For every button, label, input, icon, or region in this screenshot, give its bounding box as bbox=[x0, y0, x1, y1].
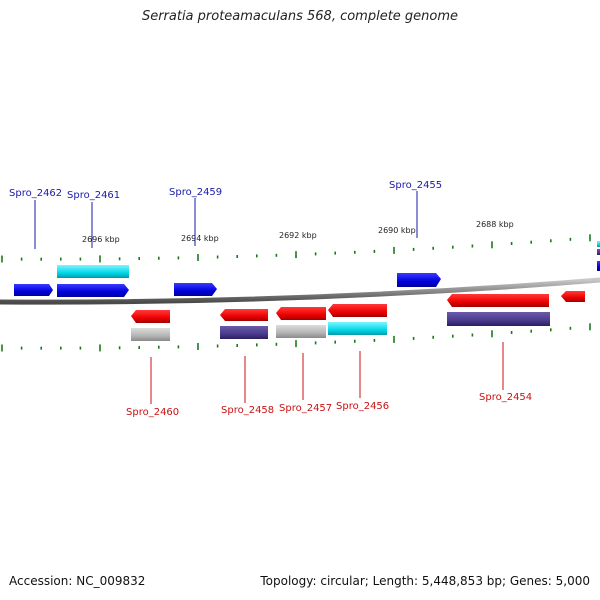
topology-text: Topology: circular; Length: 5,448,853 bp… bbox=[260, 574, 590, 588]
reverse-gene-feature-spro-2460[interactable] bbox=[131, 310, 170, 341]
forward-label-leaders bbox=[34, 191, 418, 249]
reverse-gene-feature-spro-2458[interactable] bbox=[220, 309, 268, 339]
genome-backbone bbox=[0, 277, 600, 305]
gene-label-spro-2460[interactable]: Spro_2460 bbox=[126, 407, 179, 418]
gene-label-spro-2461[interactable]: Spro_2461 bbox=[67, 190, 120, 201]
reverse-gene-feature-spro-2454[interactable] bbox=[447, 294, 550, 326]
scale-label-2688: 2688 kbp bbox=[476, 220, 514, 229]
scale-label-2694: 2694 kbp bbox=[181, 234, 219, 243]
gene-label-spro-2462[interactable]: Spro_2462 bbox=[9, 188, 62, 199]
gene-label-spro-2455[interactable]: Spro_2455 bbox=[389, 180, 442, 191]
lower-tick-marks bbox=[1, 323, 591, 352]
map-title: Serratia proteamaculans 568, complete ge… bbox=[141, 9, 459, 24]
forward-gene-feature-spro-2455[interactable] bbox=[397, 273, 441, 287]
gene-label-spro-2456[interactable]: Spro_2456 bbox=[336, 401, 389, 412]
forward-gene-feature-spro-2459[interactable] bbox=[174, 283, 217, 296]
forward-gene-feature-spro-2462[interactable] bbox=[14, 284, 53, 296]
scale-label-2690: 2690 kbp bbox=[378, 226, 416, 235]
reverse-gene-feature-spro-2457[interactable] bbox=[276, 307, 326, 338]
reverse-gene-feature-right bbox=[561, 291, 585, 302]
scale-label-2692: 2692 kbp bbox=[279, 231, 317, 240]
reverse-label-leaders bbox=[150, 342, 504, 404]
gene-label-spro-2457[interactable]: Spro_2457 bbox=[279, 403, 332, 414]
upper-tick-marks bbox=[1, 234, 591, 263]
scale-label-2696: 2696 kbp bbox=[82, 235, 120, 244]
gene-label-spro-2459[interactable]: Spro_2459 bbox=[169, 187, 222, 198]
forward-gene-feature-spro-2461[interactable] bbox=[57, 265, 129, 297]
forward-gene-feature-edge bbox=[597, 241, 600, 271]
gene-label-spro-2458[interactable]: Spro_2458 bbox=[221, 405, 274, 416]
reverse-gene-feature-spro-2456[interactable] bbox=[328, 304, 387, 335]
accession-text: Accession: NC_009832 bbox=[9, 574, 146, 588]
gene-label-spro-2454[interactable]: Spro_2454 bbox=[479, 392, 532, 403]
